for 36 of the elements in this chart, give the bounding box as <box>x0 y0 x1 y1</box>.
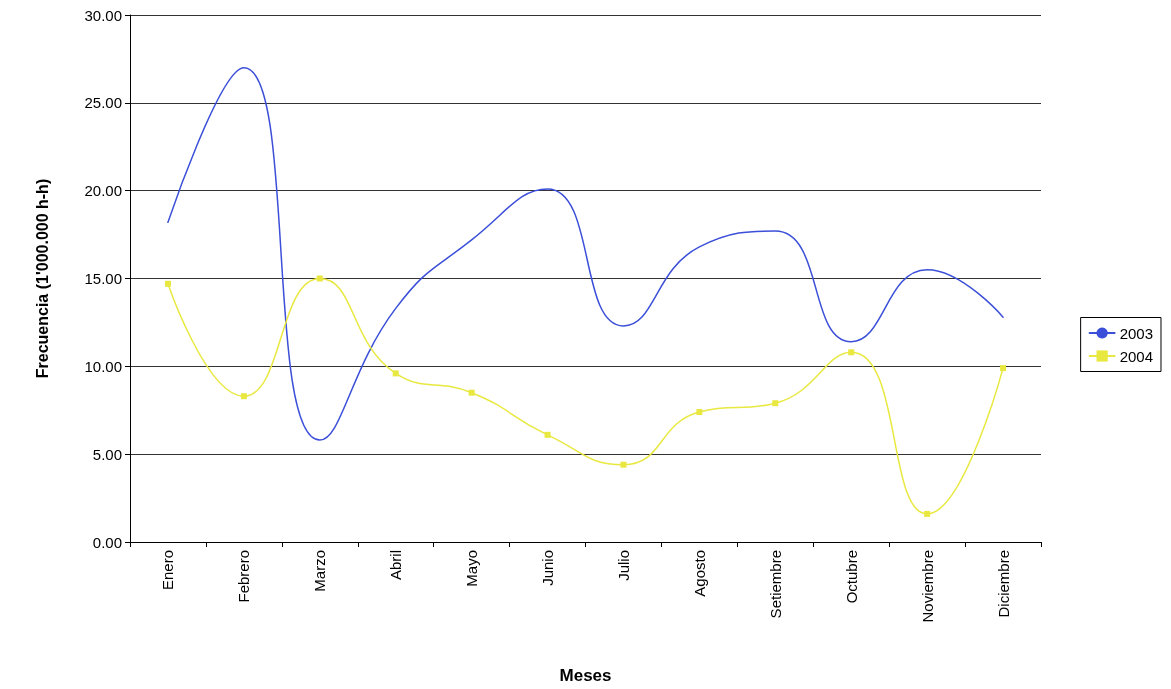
point <box>924 510 931 517</box>
y-tick-label: 15.00 <box>84 270 122 287</box>
y-tick-label: 5.00 <box>92 445 122 463</box>
x-tick-label: Agosto <box>690 550 708 597</box>
y-tick-label: 25.00 <box>84 94 122 112</box>
y-tick-label: 10.00 <box>84 357 122 375</box>
y-tick-label: 20.00 <box>84 182 122 200</box>
x-tick-label: Julio <box>614 550 632 581</box>
point <box>240 393 247 400</box>
x-tick-label: Marzo <box>311 550 329 592</box>
legend-label: 2003 <box>1119 324 1154 342</box>
x-tick-label: Febrero <box>235 550 253 603</box>
x-tick-label: Mayo <box>463 550 481 587</box>
y-tick-label: 0.00 <box>92 533 122 551</box>
y-axis-title: Frecuencia (1'000.000 h-h) <box>33 178 51 379</box>
y-tick-label: 30.00 <box>84 6 122 24</box>
x-tick-label: Enero <box>159 550 177 591</box>
x-tick-label: Junio <box>539 550 557 586</box>
point <box>468 389 475 396</box>
point <box>1000 365 1007 372</box>
point <box>316 275 323 282</box>
point <box>848 349 855 356</box>
x-tick-label: Noviembre <box>918 550 936 623</box>
x-tick-label: Diciembre <box>994 550 1012 618</box>
legend-label: 2004 <box>1119 347 1154 365</box>
point <box>164 280 171 287</box>
x-tick-label: Octubre <box>842 550 860 604</box>
point <box>620 461 627 468</box>
point <box>544 431 551 438</box>
x-tick-label: Setiembre <box>766 550 784 619</box>
line-series <box>167 66 1004 441</box>
x-axis-title: Meses <box>559 666 612 685</box>
point <box>392 370 399 377</box>
point <box>696 409 703 416</box>
x-tick-label: Abril <box>387 550 405 581</box>
point <box>772 400 779 407</box>
